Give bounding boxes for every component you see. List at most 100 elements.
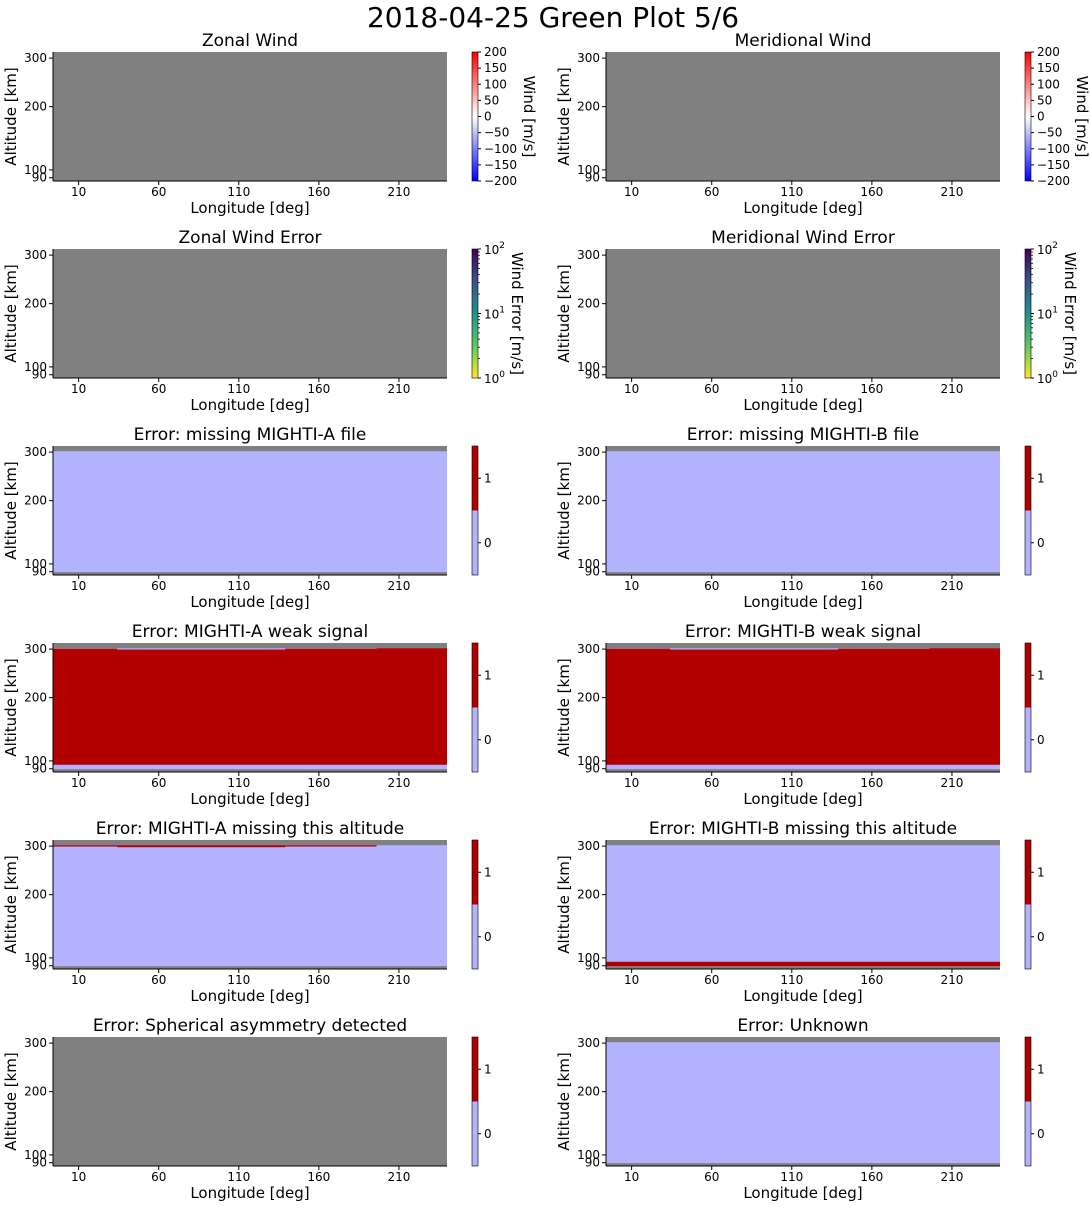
colorbar-frame	[1024, 839, 1032, 970]
x-axis-label: Longitude [deg]	[743, 790, 862, 808]
heatmap-cell	[606, 249, 1000, 378]
colorbar-tick-label: 150	[1037, 61, 1060, 75]
x-tick-label: 160	[860, 1170, 883, 1184]
y-axis-label: Altitude [km]	[555, 658, 573, 756]
x-tick-label: 110	[780, 579, 803, 593]
colorbar-tick-label: 200	[484, 45, 507, 59]
colorbar-tick-label: −100	[1037, 142, 1070, 156]
colorbar-frame	[1024, 1036, 1032, 1167]
x-tick-label: 60	[704, 776, 719, 790]
y-axis-label: Altitude [km]	[2, 67, 20, 165]
y-tick-label: 200	[577, 1085, 600, 1099]
x-tick-label: 160	[307, 185, 330, 199]
x-tick-label: 10	[71, 185, 86, 199]
x-tick-label: 10	[624, 776, 639, 790]
panel-title: Zonal Wind	[202, 31, 298, 51]
y-tick-label: 200	[577, 494, 600, 508]
heatmap-cell	[53, 845, 118, 847]
heatmap-cells	[53, 1037, 447, 1166]
colorbar-tick-label: 0	[1037, 930, 1045, 944]
heatmap-cells	[606, 249, 1000, 378]
colorbar-tick-label: 100	[484, 77, 507, 91]
x-tick-label: 160	[860, 382, 883, 396]
x-axis-label: Longitude [deg]	[743, 396, 862, 414]
colorbar: 10	[471, 445, 492, 576]
heatmap-cell	[606, 961, 1000, 967]
panel-title: Error: MIGHTI-A weak signal	[132, 622, 368, 642]
heatmap-cell	[53, 845, 447, 967]
colorbar-tick-label: 0	[1037, 1127, 1045, 1141]
x-tick-label: 210	[940, 973, 963, 987]
heatmap-cell	[285, 648, 377, 650]
colorbar-segment-1	[472, 643, 478, 708]
x-tick-label: 10	[624, 579, 639, 593]
x-axis-label: Longitude [deg]	[743, 987, 862, 1005]
x-tick-label: 110	[780, 185, 803, 199]
y-axis-label: Altitude [km]	[2, 855, 20, 953]
y-tick-label: 200	[24, 1085, 47, 1099]
colorbar-segment-0	[1025, 707, 1031, 772]
x-tick-label: 110	[227, 579, 250, 593]
panel-title: Meridional Wind	[735, 31, 872, 51]
colorbar-segment-1	[1025, 840, 1031, 905]
colorbar-tick-label: 0	[484, 110, 492, 124]
y-tick-label: 300	[577, 1036, 600, 1050]
colorbar-tick-base: 10	[484, 372, 499, 386]
x-tick-label: 10	[71, 1170, 86, 1184]
x-axis-label: Longitude [deg]	[190, 790, 309, 808]
colorbar-tick-label: −200	[1037, 174, 1070, 188]
colorbar-tick-exponent: 1	[1052, 306, 1058, 316]
colorbar-label: Wind [m/s]	[1073, 76, 1090, 158]
colorbar-tick-exponent: 1	[499, 306, 505, 316]
colorbar-frame	[471, 445, 479, 576]
x-axis-label: Longitude [deg]	[190, 199, 309, 217]
heatmap-cell	[929, 648, 1000, 650]
colorbar-tick-exponent: 0	[499, 370, 505, 380]
x-tick-label: 210	[940, 1170, 963, 1184]
y-tick-label: 100	[24, 163, 47, 177]
colorbar-segment-1	[472, 840, 478, 905]
x-tick-label: 210	[940, 579, 963, 593]
x-tick-label: 160	[860, 579, 883, 593]
heatmap-cell	[606, 649, 1000, 765]
heatmap-cell	[606, 845, 1000, 967]
y-tick-label: 100	[24, 754, 47, 768]
panel-title: Zonal Wind Error	[179, 228, 322, 248]
colorbar-frame	[1024, 642, 1032, 773]
heatmap-cells	[53, 643, 447, 772]
y-tick-label: 90	[585, 565, 600, 579]
y-tick-label: 200	[577, 888, 600, 902]
x-tick-label: 110	[227, 1170, 250, 1184]
x-tick-label: 160	[860, 185, 883, 199]
x-tick-label: 10	[71, 973, 86, 987]
x-tick-label: 160	[860, 973, 883, 987]
y-tick-label: 300	[577, 642, 600, 656]
colorbar-tick-label: 1	[484, 865, 492, 879]
y-tick-label: 100	[24, 1148, 47, 1162]
x-tick-label: 210	[940, 382, 963, 396]
colorbar-label: Wind [m/s]	[520, 76, 538, 158]
x-axis-label: Longitude [deg]	[743, 593, 862, 611]
colorbar: 10	[471, 1036, 492, 1167]
colorbar-tick-label: 1	[484, 1062, 492, 1076]
colorbar: 200 150 100 50 0 −50 −100 −150 −200 Wind [m/s]	[471, 45, 538, 188]
colorbar-frame	[1024, 445, 1032, 576]
heatmap-cell	[53, 451, 447, 573]
heatmap-cell	[53, 648, 118, 650]
x-tick-label: 210	[387, 382, 410, 396]
x-tick-label: 10	[71, 579, 86, 593]
heatmap-cells	[606, 52, 1000, 181]
y-tick-label: 90	[32, 368, 47, 382]
x-axis-label: Longitude [deg]	[743, 1184, 862, 1202]
colorbar-tick-label: 100	[1037, 370, 1058, 386]
x-tick-label: 210	[387, 1170, 410, 1184]
y-tick-label: 90	[32, 1156, 47, 1170]
heatmap-cells	[606, 1037, 1000, 1166]
colorbar-gradient	[472, 249, 478, 378]
y-axis-label: Altitude [km]	[555, 264, 573, 362]
